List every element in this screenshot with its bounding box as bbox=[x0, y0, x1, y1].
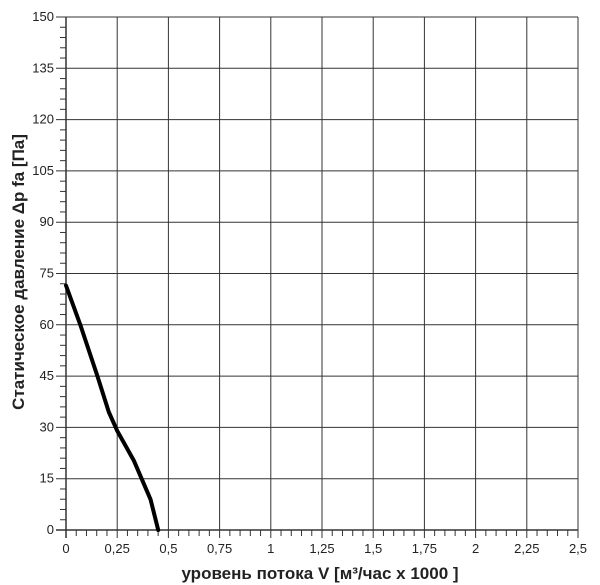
y-tick-label: 105 bbox=[32, 163, 54, 178]
x-tick-label: 1,75 bbox=[412, 541, 437, 556]
y-tick-label: 90 bbox=[40, 214, 54, 229]
x-tick-label: 0,5 bbox=[159, 541, 177, 556]
x-tick-label: 1,25 bbox=[309, 541, 334, 556]
y-tick-label: 60 bbox=[40, 317, 54, 332]
x-tick-label: 0 bbox=[62, 541, 69, 556]
x-tick-label: 0,25 bbox=[105, 541, 130, 556]
x-tick-label: 2,5 bbox=[569, 541, 587, 556]
x-tick-label: 1 bbox=[267, 541, 274, 556]
y-tick-label: 0 bbox=[47, 522, 54, 537]
x-tick-label: 0,75 bbox=[207, 541, 232, 556]
x-tick-label: 1,5 bbox=[364, 541, 382, 556]
y-tick-label: 135 bbox=[32, 60, 54, 75]
y-tick-label: 150 bbox=[32, 9, 54, 24]
y-tick-label: 75 bbox=[40, 266, 54, 281]
y-tick-label: 45 bbox=[40, 368, 54, 383]
x-tick-label: 2,25 bbox=[514, 541, 539, 556]
y-axis-label: Статическое давление Δp fa [Па] bbox=[9, 134, 28, 410]
x-axis-label: уровень потока V [м³/час x 1000 ] bbox=[181, 564, 458, 583]
y-tick-label: 120 bbox=[32, 112, 54, 127]
series-line bbox=[64, 283, 161, 532]
x-tick-label: 2 bbox=[472, 541, 479, 556]
y-tick-label: 30 bbox=[40, 419, 54, 434]
y-tick-label: 15 bbox=[40, 471, 54, 486]
